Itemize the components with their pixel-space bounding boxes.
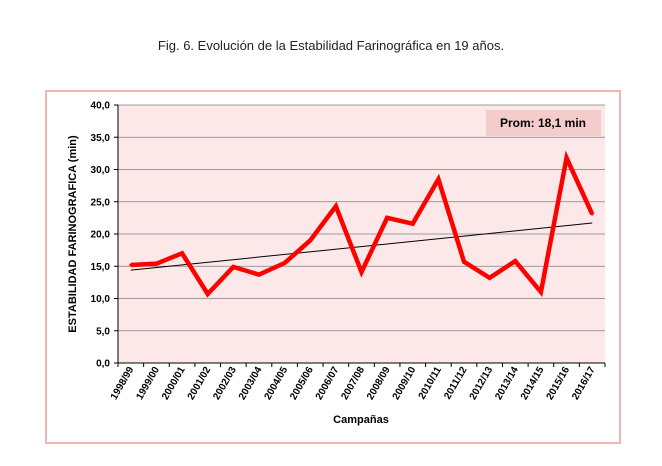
series-group bbox=[129, 150, 595, 298]
y-tick-label: 15,0 bbox=[91, 262, 111, 273]
average-note-text: Prom: 18,1 min bbox=[500, 116, 586, 130]
data-point bbox=[539, 290, 543, 294]
data-point bbox=[565, 156, 569, 160]
data-point bbox=[385, 216, 389, 220]
y-tick-label: 25,0 bbox=[91, 197, 111, 208]
y-tick-label: 10,0 bbox=[91, 294, 111, 305]
data-point bbox=[129, 263, 133, 267]
data-point bbox=[488, 276, 492, 280]
y-tick-label: 0,0 bbox=[96, 359, 110, 370]
data-point bbox=[334, 204, 338, 208]
y-tick-label: 30,0 bbox=[91, 165, 111, 176]
data-point bbox=[231, 265, 235, 269]
y-axis-title: ESTABILIDAD FARINOGRAFICA (min) bbox=[67, 135, 79, 333]
y-tick-label: 20,0 bbox=[91, 230, 111, 241]
data-point bbox=[411, 222, 415, 226]
average-note: Prom: 18,1 min bbox=[486, 110, 601, 136]
data-point bbox=[180, 251, 184, 255]
y-tick-label: 5,0 bbox=[96, 326, 110, 337]
trendline-line bbox=[130, 222, 593, 271]
data-point bbox=[462, 260, 466, 264]
gridlines bbox=[114, 104, 605, 364]
average-note-box bbox=[486, 110, 601, 136]
data-point bbox=[154, 262, 158, 266]
figure-caption: Fig. 6. Evolución de la Estabilidad Fari… bbox=[157, 38, 505, 53]
y-tick-labels: 0,0 5,0 10,0 15,0 20,0 25,0 30,0 35,0 40,0 bbox=[91, 101, 111, 370]
trendline bbox=[130, 222, 593, 271]
data-point bbox=[206, 292, 210, 296]
data-point bbox=[513, 259, 517, 263]
data-point bbox=[436, 177, 440, 181]
axes bbox=[117, 105, 606, 367]
y-tick-label: 35,0 bbox=[91, 133, 111, 144]
data-point bbox=[257, 273, 261, 277]
data-point bbox=[360, 270, 363, 274]
x-axis-title: Campañas bbox=[333, 414, 389, 426]
data-point bbox=[590, 212, 594, 216]
data-point bbox=[283, 261, 287, 265]
data-point bbox=[308, 238, 312, 242]
y-tick-label: 40,0 bbox=[91, 101, 111, 112]
